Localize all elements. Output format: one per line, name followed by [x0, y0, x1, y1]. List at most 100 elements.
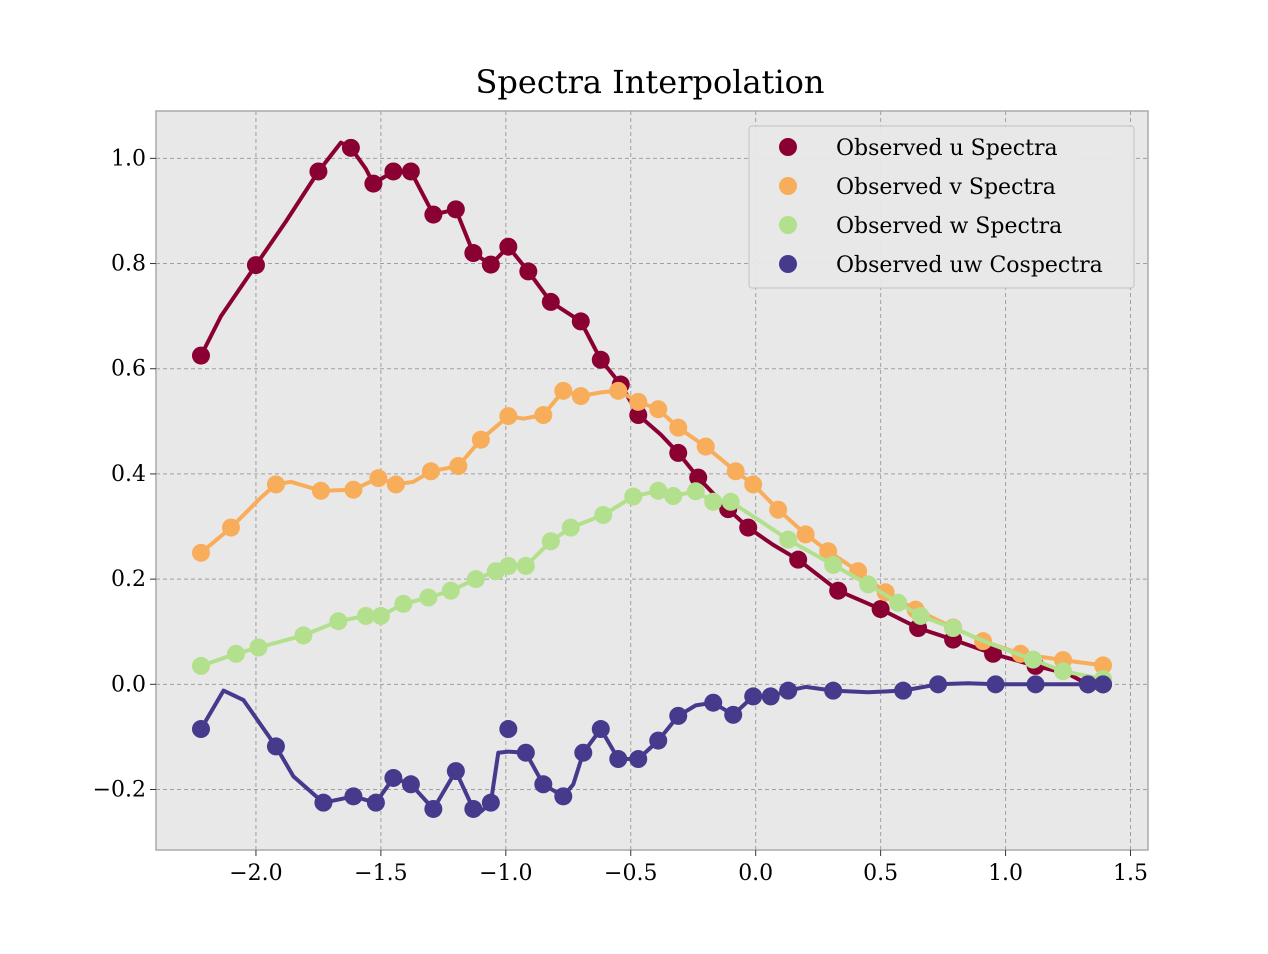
data-point-observed-v-spectra — [499, 407, 518, 426]
data-point-observed-w-spectra — [944, 619, 963, 638]
legend: Observed u Spectra Observed v Spectra Obse… — [748, 125, 1135, 289]
data-point-observed-v-spectra — [266, 475, 285, 494]
data-point-observed-u-spectra — [829, 581, 848, 600]
axes: −2.0 −1.5 −1.0 −0.5 0.0 0.5 1.0 1.5 −0.2 0.0 0.2 0.… — [93, 146, 1148, 886]
data-point-observed-uw-cospectra — [384, 768, 403, 787]
data-point-observed-uw-cospectra — [609, 750, 628, 769]
data-point-observed-u-spectra — [401, 162, 420, 181]
data-point-observed-u-spectra — [246, 256, 265, 275]
data-point-observed-u-spectra — [871, 600, 890, 619]
x-tick-label: −1.5 — [354, 861, 407, 886]
y-tick-label: 1.0 — [111, 146, 146, 171]
data-point-observed-uw-cospectra — [629, 750, 648, 769]
data-point-observed-v-spectra — [819, 542, 838, 561]
y-tick-label: −0.2 — [93, 778, 146, 803]
data-point-observed-u-spectra — [789, 550, 808, 569]
data-point-observed-uw-cospectra — [314, 793, 333, 812]
data-point-observed-uw-cospectra — [761, 687, 780, 706]
data-point-observed-v-spectra — [534, 406, 553, 425]
data-point-observed-uw-cospectra — [516, 743, 535, 762]
data-point-observed-uw-cospectra — [554, 787, 573, 806]
y-tick-label: 0.0 — [111, 672, 146, 697]
series-observed-w-spectra — [191, 481, 1113, 689]
data-point-observed-uw-cospectra — [894, 681, 913, 700]
data-point-observed-w-spectra — [466, 570, 485, 589]
legend-marker — [779, 216, 797, 234]
data-point-observed-uw-cospectra — [744, 687, 763, 706]
data-point-observed-w-spectra — [1024, 650, 1043, 669]
series-layer — [191, 138, 1113, 818]
data-point-observed-v-spectra — [571, 387, 590, 406]
data-point-observed-v-spectra — [744, 475, 763, 494]
data-point-observed-w-spectra — [441, 581, 460, 600]
data-point-observed-v-spectra — [421, 462, 440, 481]
data-point-observed-w-spectra — [911, 606, 930, 625]
data-point-observed-v-spectra — [554, 381, 573, 400]
data-point-observed-uw-cospectra — [704, 693, 723, 712]
data-point-observed-w-spectra — [356, 606, 375, 625]
data-point-observed-w-spectra — [1054, 662, 1073, 681]
data-point-observed-uw-cospectra — [574, 743, 593, 762]
x-tick-label: −0.5 — [604, 861, 657, 886]
data-point-observed-uw-cospectra — [1079, 675, 1098, 694]
series-observed-v-spectra — [191, 381, 1113, 675]
data-point-observed-v-spectra — [629, 392, 648, 411]
data-point-observed-uw-cospectra — [669, 706, 688, 725]
data-point-observed-uw-cospectra — [366, 793, 385, 812]
data-point-observed-u-spectra — [499, 237, 518, 256]
data-point-observed-uw-cospectra — [446, 762, 465, 781]
legend-marker — [779, 177, 797, 195]
data-point-observed-uw-cospectra — [191, 720, 210, 739]
x-tick-label: 0.5 — [863, 861, 898, 886]
data-point-observed-uw-cospectra — [1094, 675, 1113, 694]
data-point-observed-w-spectra — [779, 530, 798, 549]
x-tick-label: 1.0 — [988, 861, 1023, 886]
x-tick-label: −2.0 — [229, 861, 282, 886]
data-point-observed-u-spectra — [571, 312, 590, 331]
data-point-observed-uw-cospectra — [464, 799, 483, 818]
data-point-observed-u-spectra — [341, 138, 360, 157]
legend-label: Observed v Spectra — [836, 175, 1056, 200]
data-point-observed-v-spectra — [221, 518, 240, 537]
data-point-observed-v-spectra — [471, 430, 490, 449]
data-point-observed-u-spectra — [591, 350, 610, 369]
data-point-observed-w-spectra — [249, 638, 268, 657]
data-point-observed-uw-cospectra — [481, 793, 500, 812]
data-point-observed-w-spectra — [516, 556, 535, 575]
data-point-observed-v-spectra — [649, 400, 668, 419]
data-point-observed-uw-cospectra — [1026, 675, 1045, 694]
data-point-observed-v-spectra — [696, 437, 715, 456]
data-point-observed-w-spectra — [541, 532, 560, 551]
data-point-observed-w-spectra — [664, 487, 683, 506]
data-point-observed-u-spectra — [446, 200, 465, 219]
legend-marker — [779, 138, 797, 156]
data-point-observed-w-spectra — [191, 656, 210, 675]
data-point-observed-uw-cospectra — [266, 737, 285, 756]
data-point-observed-w-spectra — [721, 492, 740, 511]
data-point-observed-u-spectra — [191, 346, 210, 365]
data-point-observed-w-spectra — [649, 481, 668, 500]
data-point-observed-w-spectra — [561, 518, 580, 537]
data-point-observed-uw-cospectra — [929, 675, 948, 694]
data-point-observed-u-spectra — [364, 174, 383, 193]
data-point-observed-uw-cospectra — [499, 720, 518, 739]
y-tick-label: 0.2 — [111, 567, 146, 592]
data-point-observed-v-spectra — [609, 381, 628, 400]
legend-label: Observed uw Cospectra — [836, 253, 1103, 278]
data-point-observed-w-spectra — [859, 575, 878, 594]
data-point-observed-uw-cospectra — [534, 775, 553, 794]
x-tick-label: 0.0 — [738, 861, 773, 886]
data-point-observed-v-spectra — [726, 462, 745, 481]
data-point-observed-u-spectra — [384, 162, 403, 181]
data-point-observed-w-spectra — [394, 594, 413, 613]
y-tick-label: 0.8 — [111, 252, 146, 277]
data-point-observed-uw-cospectra — [344, 787, 363, 806]
data-point-observed-w-spectra — [686, 482, 705, 501]
legend-label: Observed u Spectra — [836, 136, 1058, 161]
data-point-observed-u-spectra — [519, 262, 538, 281]
legend-marker — [779, 255, 797, 273]
legend-label: Observed w Spectra — [836, 214, 1062, 239]
data-point-observed-v-spectra — [669, 418, 688, 437]
data-point-observed-w-spectra — [226, 644, 245, 663]
